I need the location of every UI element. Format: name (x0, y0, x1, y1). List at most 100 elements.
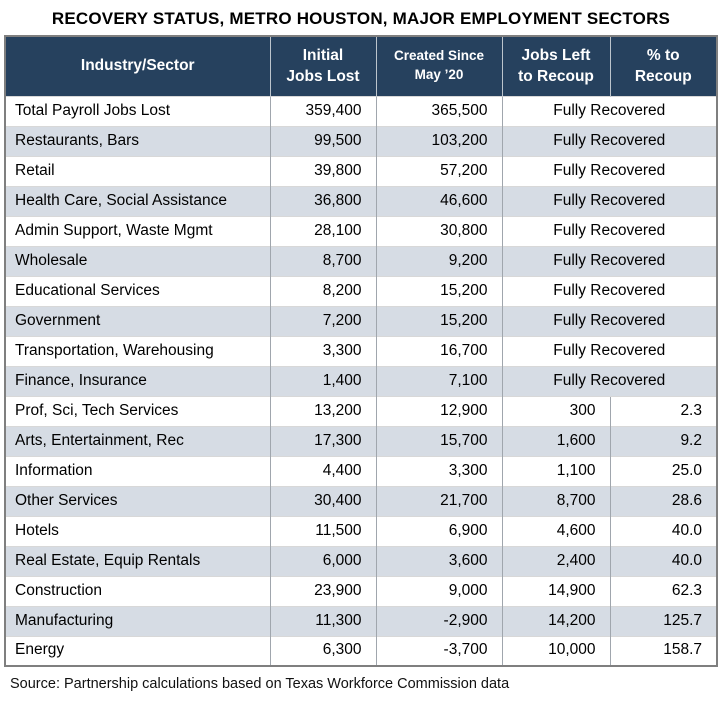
initial-jobs-lost-cell: 11,500 (269, 515, 376, 546)
pct-to-recoup-cell: 125.7 (609, 605, 717, 636)
jobs-left-cell: 10,000 (501, 635, 610, 666)
table-row: Finance, Insurance 1,400 7,100 Fully Recove… (5, 365, 717, 396)
table-row: Real Estate, Equip Rentals 6,000 3,600 2,40… (5, 545, 717, 576)
created-since-cell: 103,200 (375, 125, 502, 156)
pct-to-recoup-cell: 62.3 (609, 575, 717, 606)
fully-recovered-cell: Fully Recovered (501, 245, 717, 276)
initial-jobs-lost-cell: 11,300 (269, 605, 376, 636)
sector-cell: Finance, Insurance (5, 365, 270, 396)
sector-cell: Educational Services (5, 275, 270, 306)
initial-jobs-lost-cell: 17,300 (269, 425, 376, 456)
pct-to-recoup-cell: 28.6 (609, 485, 717, 516)
initial-jobs-lost-cell: 3,300 (269, 335, 376, 366)
created-since-cell: 3,600 (375, 545, 502, 576)
created-since-cell: 9,000 (375, 575, 502, 606)
pct-to-recoup-cell: 25.0 (609, 455, 717, 486)
table-row: Hotels 11,500 6,900 4,600 40.0 (5, 515, 717, 546)
table-row: Transportation, Warehousing 3,300 16,700 Fu… (5, 335, 717, 366)
pct-to-recoup-cell: 40.0 (609, 515, 717, 546)
jobs-left-cell: 4,600 (501, 515, 610, 546)
initial-jobs-lost-cell: 6,000 (269, 545, 376, 576)
table-row: Health Care, Social Assistance 36,800 46,6… (5, 185, 717, 216)
table-row: Energy 6,300 -3,700 10,000 158.7 (5, 635, 717, 666)
sector-cell: Wholesale (5, 245, 270, 276)
jobs-left-cell: 2,400 (501, 545, 610, 576)
initial-jobs-lost-cell: 39,800 (269, 155, 376, 186)
fully-recovered-cell: Fully Recovered (501, 365, 717, 396)
created-since-cell: 57,200 (375, 155, 502, 186)
source-note: Source: Partnership calculations based o… (10, 676, 510, 692)
jobs-left-cell: 14,900 (501, 575, 610, 606)
initial-jobs-lost-cell: 36,800 (269, 185, 376, 216)
fully-recovered-cell: Fully Recovered (501, 335, 717, 366)
col-header-created-since-may20: Created Since May ’20 (375, 36, 502, 96)
created-since-cell: 30,800 (375, 215, 502, 246)
initial-jobs-lost-cell: 4,400 (269, 455, 376, 486)
col-header-initial-jobs-lost: Initial Jobs Lost (269, 36, 376, 96)
figure-title: RECOVERY STATUS, METRO HOUSTON, MAJOR EM… (51, 9, 671, 28)
col-header-jobs-left-to-recoup: Jobs Left to Recoup (501, 36, 610, 96)
fully-recovered-cell: Fully Recovered (501, 155, 717, 186)
table-row: Arts, Entertainment, Rec 17,300 15,700 1,60… (5, 425, 717, 456)
sector-cell: Information (5, 455, 270, 486)
col-header-pct-to-recoup: % to Recoup (609, 36, 717, 96)
recovery-status-table: Industry/Sector Initial Jobs Lost Create… (4, 35, 718, 667)
created-since-cell: -3,700 (375, 635, 502, 666)
table-row: Admin Support, Waste Mgmt 28,100 30,800 Ful… (5, 215, 717, 246)
table-row: Government 7,200 15,200 Fully Recovered (5, 305, 717, 336)
created-since-cell: 15,200 (375, 275, 502, 306)
sector-cell: Energy (5, 635, 270, 666)
jobs-left-cell: 8,700 (501, 485, 610, 516)
created-since-cell: 365,500 (375, 95, 502, 126)
sector-cell: Real Estate, Equip Rentals (5, 545, 270, 576)
jobs-left-cell: 1,100 (501, 455, 610, 486)
sector-cell: Retail (5, 155, 270, 186)
table-row: Wholesale 8,700 9,200 Fully Recovered (5, 245, 717, 276)
pct-to-recoup-cell: 158.7 (609, 635, 717, 666)
table-row: Retail 39,800 57,200 Fully Recovered (5, 155, 717, 186)
fully-recovered-cell: Fully Recovered (501, 185, 717, 216)
initial-jobs-lost-cell: 99,500 (269, 125, 376, 156)
figure: RECOVERY STATUS, METRO HOUSTON, MAJOR EM… (4, 9, 718, 692)
fully-recovered-cell: Fully Recovered (501, 305, 717, 336)
initial-jobs-lost-cell: 23,900 (269, 575, 376, 606)
sector-cell: Restaurants, Bars (5, 125, 270, 156)
created-since-cell: -2,900 (375, 605, 502, 636)
created-since-cell: 15,700 (375, 425, 502, 456)
fully-recovered-cell: Fully Recovered (501, 125, 717, 156)
initial-jobs-lost-cell: 28,100 (269, 215, 376, 246)
sector-cell: Construction (5, 575, 270, 606)
initial-jobs-lost-cell: 359,400 (269, 95, 376, 126)
created-since-cell: 6,900 (375, 515, 502, 546)
sector-cell: Prof, Sci, Tech Services (5, 395, 270, 426)
initial-jobs-lost-cell: 8,700 (269, 245, 376, 276)
created-since-cell: 7,100 (375, 365, 502, 396)
table-row: Information 4,400 3,300 1,100 25.0 (5, 455, 717, 486)
jobs-left-cell: 1,600 (501, 425, 610, 456)
sector-cell: Hotels (5, 515, 270, 546)
sector-cell: Arts, Entertainment, Rec (5, 425, 270, 456)
created-since-cell: 3,300 (375, 455, 502, 486)
sector-cell: Transportation, Warehousing (5, 335, 270, 366)
initial-jobs-lost-cell: 7,200 (269, 305, 376, 336)
table-row: Manufacturing 11,300 -2,900 14,200 125.7 (5, 605, 717, 636)
pct-to-recoup-cell: 9.2 (609, 425, 717, 456)
table-row: Educational Services 8,200 15,200 Fully Rec… (5, 275, 717, 306)
pct-to-recoup-cell: 2.3 (609, 395, 717, 426)
created-since-cell: 21,700 (375, 485, 502, 516)
jobs-left-cell: 300 (501, 395, 610, 426)
sector-cell: Health Care, Social Assistance (5, 185, 270, 216)
initial-jobs-lost-cell: 1,400 (269, 365, 376, 396)
table-row: Total Payroll Jobs Lost 359,400 365,500 Ful… (5, 95, 717, 126)
initial-jobs-lost-cell: 13,200 (269, 395, 376, 426)
jobs-left-cell: 14,200 (501, 605, 610, 636)
table-row: Prof, Sci, Tech Services 13,200 12,900 300 2… (5, 395, 717, 426)
created-since-cell: 12,900 (375, 395, 502, 426)
fully-recovered-cell: Fully Recovered (501, 275, 717, 306)
initial-jobs-lost-cell: 6,300 (269, 635, 376, 666)
sector-cell: Manufacturing (5, 605, 270, 636)
header-row: Industry/Sector Initial Jobs Lost Create… (5, 36, 717, 96)
sector-cell: Government (5, 305, 270, 336)
created-since-cell: 9,200 (375, 245, 502, 276)
table-row: Construction 23,900 9,000 14,900 62.3 (5, 575, 717, 606)
